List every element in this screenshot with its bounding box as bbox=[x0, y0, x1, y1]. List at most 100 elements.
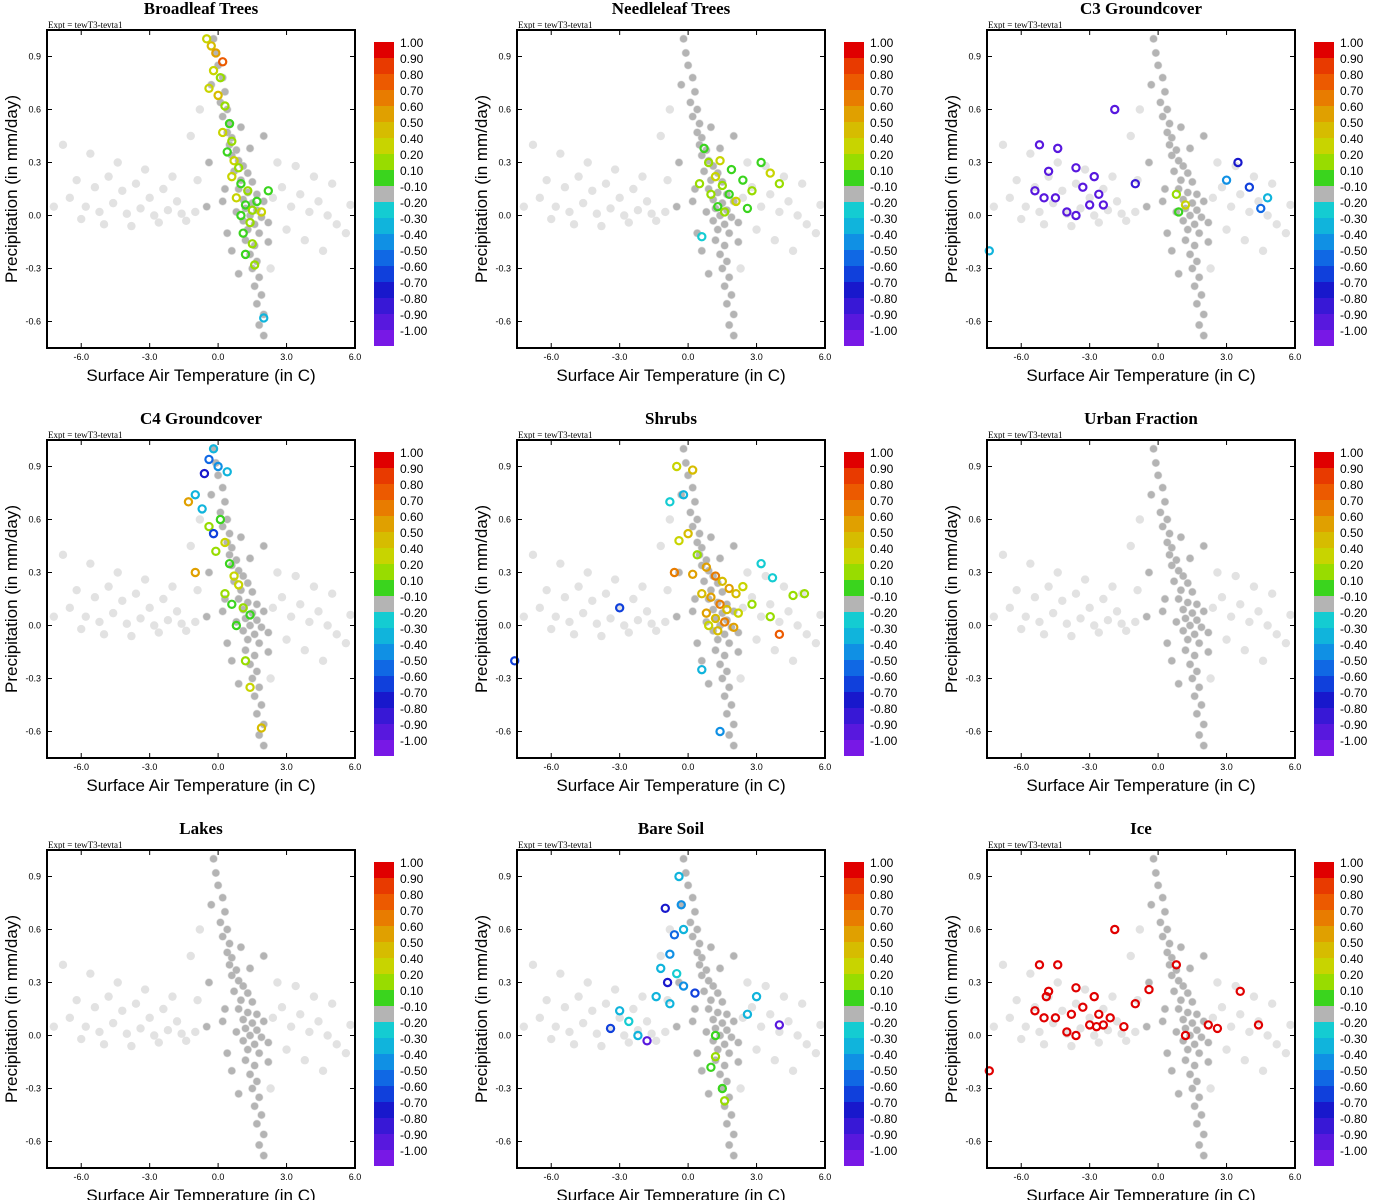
neutral-point bbox=[689, 197, 697, 205]
data-point bbox=[713, 201, 723, 212]
background-point bbox=[99, 630, 109, 639]
y-tick-label: 0.6 bbox=[28, 105, 41, 115]
x-tick-label: -3.0 bbox=[1082, 352, 1098, 362]
neutral-point bbox=[1170, 987, 1178, 995]
colorbar-label: 0.70 bbox=[1340, 494, 1364, 508]
background-point bbox=[177, 209, 186, 218]
colorbar-label: 0.80 bbox=[400, 888, 424, 902]
background-point bbox=[323, 211, 332, 220]
background-point bbox=[752, 225, 761, 234]
background-point bbox=[784, 607, 793, 616]
neutral-point bbox=[257, 291, 266, 299]
neutral-point bbox=[1163, 105, 1171, 114]
background-point bbox=[601, 589, 611, 598]
colorbar-label: -0.40 bbox=[870, 1048, 898, 1062]
neutral-point bbox=[244, 1046, 252, 1054]
colorbar-label: 0.70 bbox=[400, 84, 424, 98]
background-point bbox=[172, 607, 182, 616]
data-point bbox=[256, 723, 267, 733]
neutral-point bbox=[714, 1046, 722, 1054]
background-point bbox=[145, 1013, 154, 1023]
colorbar-label: -0.50 bbox=[870, 1064, 898, 1078]
colorbar-label: 0.70 bbox=[1340, 904, 1364, 918]
neutral-point bbox=[1188, 998, 1196, 1006]
neutral-point bbox=[730, 720, 738, 729]
y-tick-label: 0.0 bbox=[28, 621, 41, 631]
background-point bbox=[642, 1017, 652, 1026]
neutral-point bbox=[727, 1033, 736, 1041]
plot-frame bbox=[516, 29, 826, 349]
neutral-point bbox=[691, 498, 699, 506]
background-point bbox=[268, 1013, 278, 1023]
neutral-point bbox=[698, 954, 706, 962]
neutral-point bbox=[235, 680, 243, 688]
neutral-point bbox=[225, 530, 234, 538]
y-axis-label: Precipitation (in mm/day) bbox=[942, 915, 961, 1103]
background-point bbox=[560, 593, 570, 602]
colorbar-label: -0.40 bbox=[870, 638, 898, 652]
neutral-point bbox=[679, 855, 688, 863]
neutral-point bbox=[207, 901, 215, 909]
background-point bbox=[752, 635, 761, 644]
colorbar-cell bbox=[1314, 676, 1334, 692]
background-point bbox=[172, 197, 182, 206]
background-point bbox=[99, 1040, 109, 1049]
data-point bbox=[694, 178, 705, 189]
background-point bbox=[1017, 1034, 1026, 1044]
background-point bbox=[1206, 674, 1215, 683]
experiment-label: Expt = tewT3-tevta1 bbox=[48, 20, 123, 30]
colorbar-label: 0.40 bbox=[870, 132, 894, 146]
background-point bbox=[296, 600, 305, 609]
background-point bbox=[797, 589, 807, 598]
data-point bbox=[222, 467, 232, 477]
neutral-point bbox=[1168, 134, 1176, 142]
background-point bbox=[1226, 612, 1236, 621]
background-point bbox=[1222, 1045, 1231, 1054]
background-point bbox=[1053, 978, 1062, 987]
colorbar-label: -0.30 bbox=[400, 1032, 428, 1046]
neutral-point bbox=[1200, 542, 1208, 550]
neutral-point bbox=[255, 683, 263, 691]
background-point bbox=[1245, 207, 1254, 217]
neutral-point bbox=[1193, 300, 1201, 308]
neutral-point bbox=[255, 273, 263, 281]
neutral-point bbox=[707, 123, 715, 131]
colorbar-label: 0.90 bbox=[400, 52, 424, 66]
neutral-point bbox=[237, 996, 245, 1004]
colorbar-cell bbox=[1314, 1102, 1334, 1118]
background-point bbox=[620, 621, 629, 630]
y-tick-label: 0.3 bbox=[498, 158, 511, 168]
neutral-point bbox=[1147, 491, 1155, 499]
background-point bbox=[624, 1038, 633, 1047]
data-point bbox=[1235, 986, 1245, 997]
neutral-point bbox=[223, 925, 231, 934]
neutral-point bbox=[718, 1019, 726, 1027]
background-point bbox=[99, 220, 109, 229]
colorbar-label: 0.20 bbox=[400, 558, 424, 572]
data-point bbox=[624, 1016, 634, 1027]
y-tick-label: 0.3 bbox=[28, 568, 41, 578]
y-tick-label: 0.6 bbox=[498, 925, 511, 935]
neutral-point bbox=[730, 1017, 738, 1025]
data-point bbox=[726, 164, 737, 175]
background-point bbox=[1263, 1031, 1272, 1040]
x-tick-label: -3.0 bbox=[1082, 1172, 1098, 1182]
background-point bbox=[332, 1040, 341, 1049]
background-point bbox=[136, 1024, 145, 1033]
neutral-point bbox=[1156, 508, 1164, 517]
background-point bbox=[1035, 617, 1044, 627]
colorbar-label: 0.60 bbox=[400, 510, 424, 524]
background-point bbox=[314, 197, 323, 206]
data-point bbox=[245, 682, 255, 693]
background-point bbox=[651, 216, 661, 225]
y-tick-label: -0.3 bbox=[495, 264, 511, 274]
colorbar-label: 0.10 bbox=[870, 984, 894, 998]
y-tick-label: -0.6 bbox=[965, 317, 981, 327]
colorbar-cell bbox=[1314, 926, 1334, 942]
background-point bbox=[309, 172, 319, 181]
neutral-point bbox=[246, 964, 254, 972]
background-point bbox=[113, 158, 122, 167]
background-point bbox=[647, 209, 656, 218]
data-point bbox=[662, 977, 673, 988]
x-tick-label: 3.0 bbox=[280, 1172, 293, 1182]
